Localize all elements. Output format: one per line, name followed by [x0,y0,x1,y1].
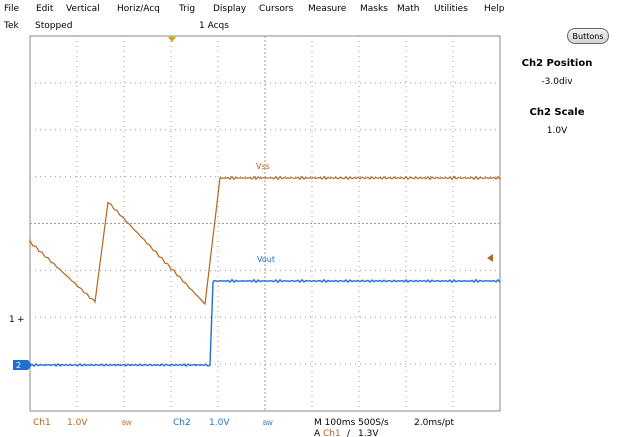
trigger-slope-icon: ∕ [347,429,351,437]
ch2-position-value[interactable]: -3.0div [541,77,573,87]
ch2-marker-label: 2 [16,361,21,370]
ch1-marker-arrow: + [17,315,25,325]
trigger-prefix: A [314,429,321,437]
menu-bar: File Edit Vertical Horiz/Acq Trig Displa… [0,0,618,18]
menu-math[interactable]: Math [397,4,420,14]
trigger-level[interactable]: 1.3V [358,429,379,437]
run-state-label: Stopped [35,21,73,31]
ch1-scale[interactable]: 1.0V [67,418,88,428]
ch1-ground-marker[interactable]: 1 + [9,313,33,325]
buttons-toggle-button[interactable]: Buttons [567,28,609,44]
menu-masks[interactable]: Masks [360,4,388,14]
ch2-position-title[interactable]: Ch2 Position [521,58,593,69]
menu-measure[interactable]: Measure [308,4,347,14]
acquisition-count: 1 Acqs [199,21,229,31]
ch1-label[interactable]: Ch1 [33,418,51,428]
trigger-level-marker [487,254,493,262]
ch2-bw-indicator: BW [263,420,273,427]
brand-label: Tek [4,21,19,31]
menu-utilities[interactable]: Utilities [434,4,468,14]
ch2-trace-label: Vout [257,255,275,264]
menu-trig[interactable]: Trig [179,4,196,14]
ch1-trace-label: Vss [256,162,270,171]
graticule-grid [30,36,500,411]
ch1-marker-label: 1 [9,315,15,325]
ch2-ground-marker[interactable]: 2 [13,360,32,370]
timebase-readout[interactable]: M 100ms 500S/s [314,418,389,428]
ch2-scale-value[interactable]: 1.0V [546,126,568,136]
menu-vertical[interactable]: Vertical [66,4,100,14]
trigger-source[interactable]: Ch1 [323,429,341,437]
menu-help[interactable]: Help [484,4,505,14]
trigger-position-marker [168,37,176,42]
menu-display[interactable]: Display [213,4,247,14]
ch2-scale-title[interactable]: Ch2 Scale [529,107,585,118]
menu-horiz-acq[interactable]: Horiz/Acq [117,4,160,14]
ch1-trace [29,175,501,306]
ch2-label[interactable]: Ch2 [173,418,191,428]
ch1-bw-indicator: BW [122,420,132,427]
menu-file[interactable]: File [4,4,20,14]
menu-edit[interactable]: Edit [36,4,54,14]
ch2-scale[interactable]: 1.0V [209,418,230,428]
ch2-trace [29,278,501,368]
menu-cursors[interactable]: Cursors [259,4,294,14]
resolution-readout[interactable]: 2.0ms/pt [414,418,455,428]
